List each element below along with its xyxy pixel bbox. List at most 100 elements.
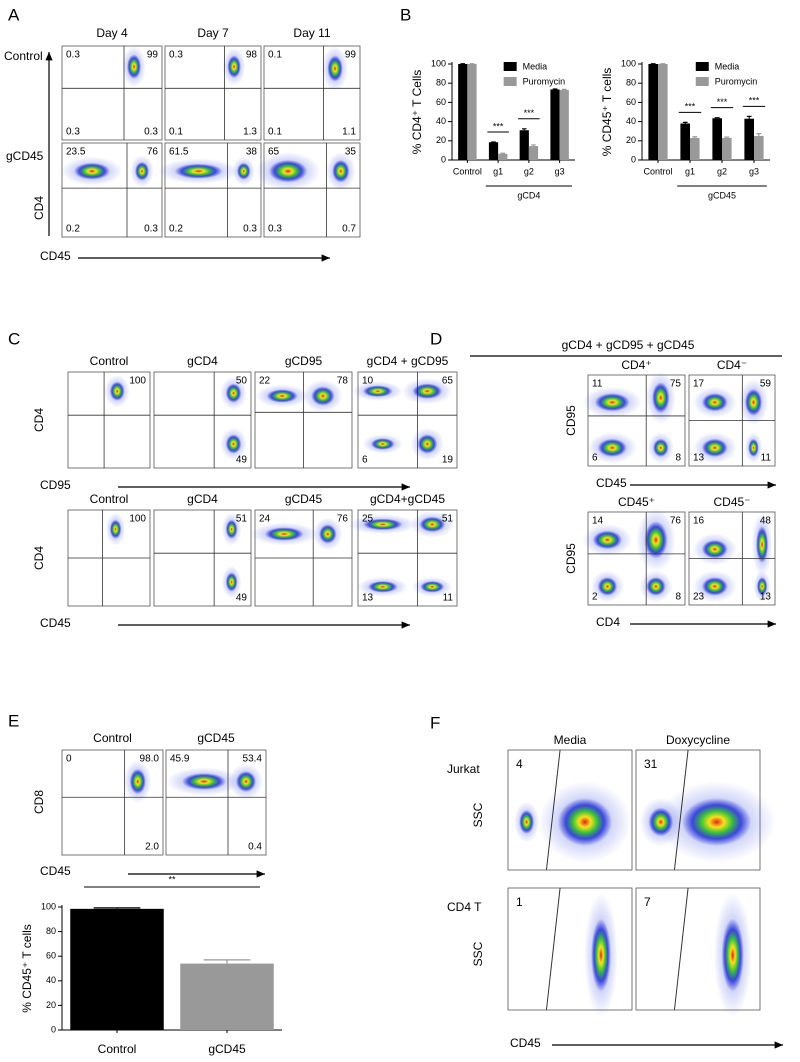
y-axis-label: CD4 bbox=[32, 408, 46, 432]
x-axis-label: CD45 bbox=[40, 616, 71, 630]
y-axis-label: % CD45⁺ T cells bbox=[20, 924, 34, 1013]
cell-cloud bbox=[644, 521, 668, 559]
gate-line bbox=[545, 749, 561, 871]
quadrant-percent: 0.3 bbox=[144, 127, 158, 138]
quadrant-percent: 100 bbox=[129, 376, 146, 387]
cell-cloud bbox=[311, 386, 335, 406]
error-bar bbox=[531, 144, 536, 147]
y-axis-label: CD4 bbox=[32, 546, 46, 570]
cell-cloud bbox=[597, 438, 627, 457]
cell-cloud bbox=[135, 161, 149, 181]
cell-cloud bbox=[367, 581, 398, 593]
error-bar bbox=[714, 117, 720, 119]
legend-swatch bbox=[503, 62, 517, 71]
x-tick-label: g3 bbox=[555, 166, 565, 176]
quadrant-percent: 50 bbox=[236, 376, 248, 387]
quadrant-percent: 24 bbox=[259, 514, 271, 525]
quadrant-percent: 75 bbox=[670, 379, 682, 390]
quadrant-percent: 59 bbox=[760, 379, 772, 390]
quadrant-percent: 6 bbox=[592, 453, 598, 464]
x-tick-label: g2 bbox=[717, 166, 727, 176]
cell-cloud bbox=[109, 519, 122, 539]
quadrant-percent: 2.0 bbox=[145, 842, 159, 853]
quadrant-percent: 10 bbox=[362, 376, 374, 387]
cell-cloud bbox=[420, 581, 445, 593]
quadrant-percent: 76 bbox=[670, 516, 682, 527]
cell-cloud bbox=[756, 525, 769, 564]
quadrant-percent: 0.1 bbox=[169, 127, 183, 138]
cell-cloud bbox=[748, 438, 759, 457]
panel-title: gCD4 + gCD95 + gCD45 bbox=[562, 338, 695, 352]
y-tick-label: 20 bbox=[436, 135, 446, 145]
column-header: Doxycycline bbox=[666, 733, 730, 747]
cell-cloud bbox=[701, 438, 728, 457]
cell-cloud bbox=[264, 527, 304, 541]
cell-cloud bbox=[646, 577, 666, 596]
quadrant-percent: 98.0 bbox=[140, 754, 160, 765]
cell-cloud bbox=[419, 516, 446, 533]
cell-cloud bbox=[412, 383, 443, 399]
cell-cloud bbox=[652, 382, 670, 414]
x-tick-label: g3 bbox=[749, 166, 759, 176]
quadrant-percent: 25 bbox=[362, 514, 374, 525]
panel-label: A bbox=[8, 5, 20, 24]
cell-cloud bbox=[332, 159, 350, 183]
cell-cloud bbox=[225, 434, 242, 454]
y-tick-label: 0 bbox=[51, 1024, 56, 1034]
quadrant-percent: 100 bbox=[129, 514, 146, 525]
legend-swatch bbox=[695, 77, 709, 86]
quadrant-percent: 0.7 bbox=[342, 224, 356, 235]
y-tick-label: 60 bbox=[46, 951, 56, 961]
bar bbox=[467, 64, 477, 160]
y-tick-label: 80 bbox=[626, 78, 636, 88]
error-bar bbox=[93, 907, 141, 909]
cell-cloud bbox=[127, 54, 141, 79]
y-tick-label: 40 bbox=[46, 975, 56, 985]
quadrant-percent: 23.5 bbox=[66, 147, 86, 158]
panel-label: E bbox=[8, 711, 19, 730]
quadrant-percent: 0.3 bbox=[66, 127, 80, 138]
quadrant-percent: 0.3 bbox=[66, 50, 80, 61]
y-tick-label: 20 bbox=[46, 1000, 56, 1010]
cell-cloud bbox=[266, 389, 298, 403]
quadrant-percent: 1.3 bbox=[243, 127, 257, 138]
legend-swatch bbox=[695, 62, 709, 71]
cell-cloud bbox=[74, 162, 110, 180]
quadrant-percent: 99 bbox=[147, 50, 159, 61]
quadrant-percent: 14 bbox=[592, 516, 604, 527]
y-tick-label: 0 bbox=[631, 154, 636, 164]
y-axis-label: CD95 bbox=[564, 405, 578, 436]
gate-line bbox=[673, 887, 689, 1011]
column-header: Control bbox=[90, 492, 129, 506]
x-tick-label: gCD45 bbox=[208, 1042, 246, 1056]
quadrant-percent: 13 bbox=[760, 592, 772, 603]
y-tick-label: 100 bbox=[431, 58, 446, 68]
y-tick-label: 100 bbox=[41, 901, 56, 911]
column-header: gCD4 bbox=[187, 354, 218, 368]
quadrant-percent: 51 bbox=[442, 514, 454, 525]
column-header: Control bbox=[90, 354, 129, 368]
quadrant-percent: 31 bbox=[644, 757, 658, 771]
bar bbox=[712, 118, 722, 160]
panel-label: D bbox=[430, 329, 442, 348]
x-axis-label: CD45 bbox=[40, 864, 71, 878]
column-header: Day 4 bbox=[96, 26, 128, 40]
panel-label: F bbox=[430, 713, 440, 732]
cell-cloud bbox=[721, 918, 744, 992]
bar bbox=[550, 89, 560, 160]
bar bbox=[458, 64, 468, 160]
quadrant-percent: 6 bbox=[362, 455, 368, 466]
error-bar bbox=[692, 136, 698, 138]
column-header: Day 7 bbox=[197, 26, 229, 40]
legend-label: Media bbox=[523, 61, 548, 71]
y-tick-label: 20 bbox=[626, 135, 636, 145]
column-header: gCD4 + gCD95 bbox=[367, 354, 449, 368]
x-axis-label: CD45 bbox=[596, 476, 627, 490]
column-header: CD45⁺ bbox=[618, 495, 655, 509]
column-header: gCD45 bbox=[285, 492, 323, 506]
quadrant-percent: 0.2 bbox=[169, 224, 183, 235]
error-bar bbox=[561, 88, 567, 90]
error-bar bbox=[756, 133, 762, 136]
quadrant-percent: 0.4 bbox=[248, 842, 262, 853]
